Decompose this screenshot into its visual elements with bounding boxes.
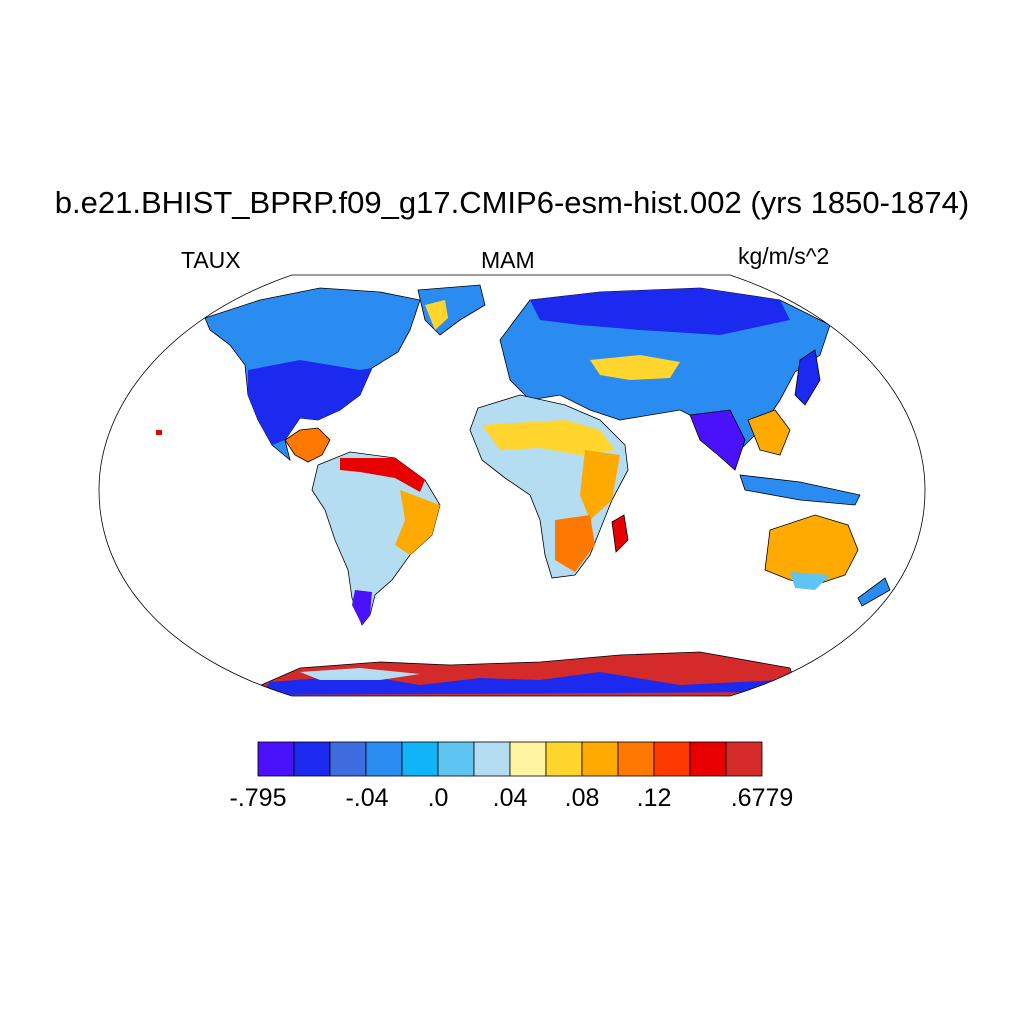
indonesia-land — [739, 474, 861, 506]
siberia-band — [530, 288, 790, 335]
madagascar — [611, 514, 629, 553]
colorbar-box — [653, 741, 691, 777]
colorbar-label-neg04: -.04 — [345, 784, 389, 812]
antarctica-blue-band — [260, 672, 790, 695]
central-asia — [590, 355, 680, 380]
colorbar-label-min: -.795 — [229, 784, 287, 812]
colorbar-box — [725, 741, 763, 777]
colorbar-box — [365, 741, 403, 777]
colorbar-label-zero: .0 — [427, 784, 449, 812]
colorbar-box — [689, 741, 727, 777]
colorbar-label-min-sign: - — [229, 784, 238, 812]
colorbar-box — [473, 741, 511, 777]
colorbar-box — [293, 741, 331, 777]
greenland-south — [425, 300, 448, 330]
colorbar-box — [581, 741, 619, 777]
sahel-band — [482, 420, 615, 455]
south-america-tip — [352, 590, 372, 625]
map-land-layer — [156, 284, 891, 696]
colorbar-box — [401, 741, 439, 777]
central-america — [284, 427, 331, 463]
map-outline — [98, 274, 926, 697]
south-america-east — [395, 490, 440, 555]
australia-land — [764, 514, 859, 586]
colorbar-box — [437, 741, 475, 777]
southeast-asia — [747, 409, 791, 456]
colorbar-label-max: .6779 — [730, 784, 794, 812]
south-america-north — [340, 458, 425, 492]
japan-land — [794, 349, 821, 406]
hawaii-island — [156, 430, 162, 435]
colorbar — [257, 741, 763, 777]
variable-label: TAUX — [181, 247, 241, 273]
season-label: MAM — [481, 247, 535, 273]
antarctica-light-band — [300, 668, 420, 680]
colorbar-box — [257, 741, 295, 777]
colorbar-box — [509, 741, 547, 777]
north-america-east — [248, 360, 372, 445]
colorbar-box — [617, 741, 655, 777]
australia-south — [790, 572, 830, 590]
colorbar-label-04: .04 — [492, 784, 528, 812]
colorbar-box — [329, 741, 367, 777]
south-asia — [689, 409, 746, 471]
east-africa — [580, 450, 620, 520]
new-zealand — [857, 577, 891, 607]
colorbar-box — [545, 741, 583, 777]
southern-africa — [555, 515, 595, 572]
colorbar-label-12: .12 — [636, 784, 672, 812]
plot-title: b.e21.BHIST_BPRP.f09_g17.CMIP6-esm-hist.… — [54, 185, 970, 220]
units-label: kg/m/s^2 — [738, 243, 830, 269]
colorbar-label-08: .08 — [564, 784, 600, 812]
